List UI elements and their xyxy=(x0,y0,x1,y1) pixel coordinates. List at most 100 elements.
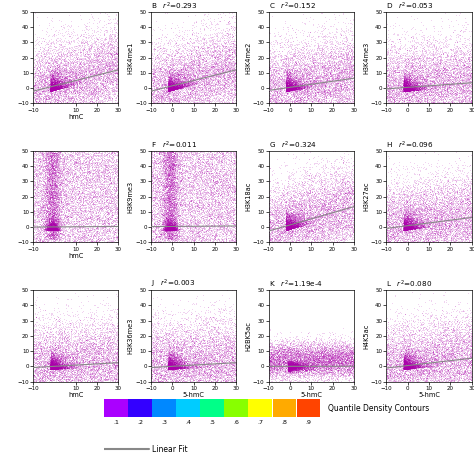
Point xyxy=(165,83,173,91)
Point xyxy=(46,226,53,234)
Point xyxy=(48,365,55,373)
Point xyxy=(329,356,337,364)
Point xyxy=(39,152,46,159)
Point xyxy=(150,213,158,221)
Point xyxy=(283,225,291,232)
Point xyxy=(465,372,473,379)
Point xyxy=(47,184,55,191)
Point xyxy=(183,79,191,87)
Point xyxy=(285,85,293,92)
Point xyxy=(402,352,410,359)
Point xyxy=(345,75,353,83)
Point xyxy=(450,210,458,217)
Point xyxy=(183,215,191,222)
Point xyxy=(61,78,68,85)
Point xyxy=(398,79,406,86)
Point xyxy=(51,349,58,357)
Point xyxy=(285,361,293,369)
Point xyxy=(53,364,61,372)
Point xyxy=(447,365,454,373)
Point xyxy=(402,362,410,370)
Point xyxy=(398,214,406,221)
Point xyxy=(150,65,157,73)
Point xyxy=(410,67,418,75)
Point xyxy=(206,375,214,383)
Point xyxy=(400,224,408,232)
Point xyxy=(406,79,413,87)
Point xyxy=(205,224,213,231)
Point xyxy=(61,82,68,89)
Point xyxy=(176,369,183,377)
Point xyxy=(397,193,404,201)
Point xyxy=(291,361,299,369)
Point xyxy=(71,165,79,173)
Point xyxy=(419,351,427,358)
Point xyxy=(422,206,430,214)
Point xyxy=(156,236,164,243)
Point xyxy=(428,348,436,356)
Point xyxy=(45,343,53,351)
Point xyxy=(47,362,55,370)
Point xyxy=(404,220,412,228)
Point xyxy=(154,91,162,98)
Point xyxy=(221,159,228,167)
Point xyxy=(273,229,280,237)
Point xyxy=(276,347,284,355)
Point xyxy=(287,42,294,50)
Point xyxy=(201,163,209,170)
Point xyxy=(186,236,194,243)
Point xyxy=(405,364,413,371)
Point xyxy=(48,218,55,225)
Point xyxy=(46,204,54,211)
Point xyxy=(401,86,409,93)
Point xyxy=(339,158,347,166)
Point xyxy=(107,72,115,80)
Point xyxy=(55,78,63,86)
Point xyxy=(465,48,472,55)
Point xyxy=(306,347,314,355)
Point xyxy=(318,233,325,241)
Point xyxy=(174,365,182,372)
Point xyxy=(391,82,398,89)
Point xyxy=(171,365,179,373)
Point xyxy=(400,224,408,231)
Point xyxy=(80,39,87,46)
Point xyxy=(347,361,355,368)
Point xyxy=(31,175,39,182)
Point xyxy=(170,154,177,161)
Point xyxy=(80,348,88,356)
Point xyxy=(47,224,55,231)
Point xyxy=(201,194,208,202)
Point xyxy=(286,84,294,91)
Point xyxy=(81,196,89,203)
Point xyxy=(401,224,409,232)
Point xyxy=(287,84,295,92)
Point xyxy=(300,195,307,203)
Point xyxy=(416,194,424,201)
Point xyxy=(389,377,397,385)
Point xyxy=(111,32,119,40)
Point xyxy=(326,62,334,69)
Point xyxy=(390,234,398,242)
Point xyxy=(299,220,306,228)
Point xyxy=(62,362,69,370)
Point xyxy=(188,61,196,69)
Point xyxy=(401,219,408,227)
Point xyxy=(74,62,82,70)
Point xyxy=(90,76,97,84)
Point xyxy=(173,185,181,192)
Point xyxy=(156,352,164,360)
Point xyxy=(165,83,173,91)
Point xyxy=(56,365,64,372)
Point xyxy=(163,88,170,95)
Point xyxy=(403,82,410,90)
Point xyxy=(64,217,72,225)
Point xyxy=(169,86,176,94)
Point xyxy=(167,164,175,172)
Point xyxy=(213,57,220,64)
Point xyxy=(214,61,221,69)
Point xyxy=(290,363,298,370)
Point xyxy=(285,86,292,94)
Point xyxy=(188,60,196,67)
Point xyxy=(185,362,193,370)
